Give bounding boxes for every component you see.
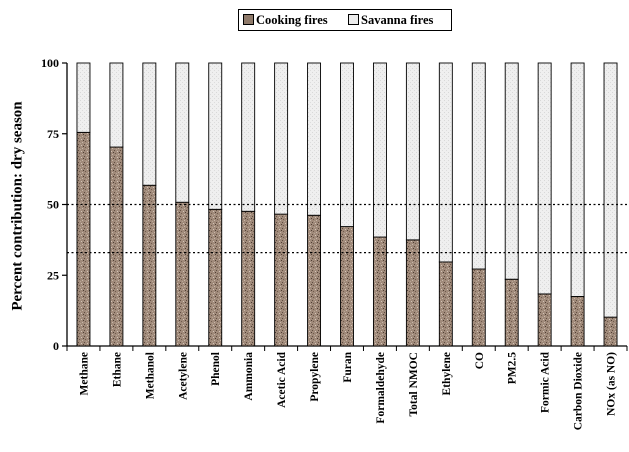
x-tick-label: Formic Acid (540, 351, 552, 413)
y-tick-label: 25 (47, 268, 59, 282)
x-tick-label: Total NMOC (408, 352, 420, 416)
legend-item-cooking-fires: Cooking fires (243, 13, 328, 28)
bar-savanna-fires-acetic-acid (274, 62, 289, 215)
bar-cooking-fires-carbon-dioxide (570, 296, 585, 347)
y-tick-label: 75 (47, 127, 59, 141)
x-tick-label: Methane (78, 352, 90, 395)
bar-savanna-fires-methane (76, 62, 91, 133)
y-ticks: 0 25 50 75 100 (41, 56, 67, 353)
x-ticks: Methane Ethane Methanol Acetylene Phenol Ammo… (66, 346, 628, 430)
x-tick-label: PM2.5 (507, 352, 519, 385)
legend-swatch-cooking-fires (243, 14, 254, 25)
x-tick-label: Ammonia (243, 352, 255, 401)
bar-cooking-fires-methanol (142, 184, 157, 347)
bar-savanna-fires-phenol (208, 62, 223, 210)
bar-savanna-fires-pm2-5 (504, 62, 519, 280)
bar-cooking-fires-propylene (307, 214, 322, 347)
legend: Cooking fires Savanna fires (238, 9, 452, 31)
bar-savanna-fires-ethylene (438, 62, 453, 263)
bar-savanna-fires-formic-acid (537, 62, 552, 295)
legend-label-savanna-fires: Savanna fires (361, 13, 434, 27)
bar-savanna-fires-furan (340, 62, 354, 228)
y-tick-label: 50 (47, 198, 59, 212)
bar-savanna-fires-methanol (142, 62, 157, 186)
x-tick-label: NOx (as NO) (606, 352, 618, 416)
bar-cooking-fires-formaldehyde (372, 236, 387, 347)
bar-savanna-fires-co (471, 62, 486, 270)
bar-cooking-fires-ethylene (438, 261, 453, 347)
bar-savanna-fires-ethane (109, 62, 124, 148)
legend-label-cooking-fires: Cooking fires (256, 13, 328, 27)
x-tick-label: Acetylene (177, 352, 189, 400)
bar-savanna-fires-acetylene (175, 62, 190, 203)
bars (76, 62, 618, 347)
y-tick-label: 0 (53, 339, 59, 353)
x-tick-label: Methanol (144, 352, 156, 399)
bar-savanna-fires-carbon-dioxide (570, 62, 585, 297)
y-tick-label: 100 (41, 56, 59, 70)
bar-cooking-fires-acetic-acid (274, 213, 289, 347)
bar-cooking-fires-formic-acid (537, 293, 552, 347)
bar-savanna-fires-formaldehyde (372, 62, 387, 238)
bar-cooking-fires-ethane (109, 146, 124, 347)
legend-swatch-savanna-fires (348, 14, 359, 25)
bar-savanna-fires-nox-as-no- (603, 62, 618, 318)
bar-cooking-fires-acetylene (175, 201, 190, 347)
x-tick-label: Acetic Acid (276, 351, 288, 407)
bar-cooking-fires-methane (76, 131, 91, 347)
x-tick-label: Ethane (111, 352, 123, 387)
x-tick-label: Carbon Dioxide (573, 352, 585, 430)
bar-cooking-fires-co (471, 268, 486, 347)
bar-cooking-fires-nox-as-no- (603, 316, 618, 347)
x-tick-label: Phenol (210, 352, 222, 386)
bar-savanna-fires-propylene (307, 62, 322, 216)
bar-savanna-fires-total-nmoc (405, 62, 420, 241)
bar-cooking-fires-total-nmoc (405, 239, 420, 347)
x-tick-label: CO (474, 352, 486, 369)
x-tick-label: Formaldehyde (375, 352, 387, 424)
bar-cooking-fires-furan (340, 226, 354, 347)
bar-savanna-fires-ammonia (241, 62, 256, 212)
x-tick-label: Ethylene (441, 352, 453, 395)
bar-cooking-fires-ammonia (241, 210, 256, 347)
legend-item-savanna-fires: Savanna fires (348, 13, 433, 28)
x-tick-label: Furan (342, 351, 354, 382)
bar-cooking-fires-pm2-5 (504, 278, 519, 347)
bar-cooking-fires-phenol (208, 208, 223, 347)
x-tick-label: Propylene (309, 352, 321, 402)
reference-lines (67, 203, 627, 254)
